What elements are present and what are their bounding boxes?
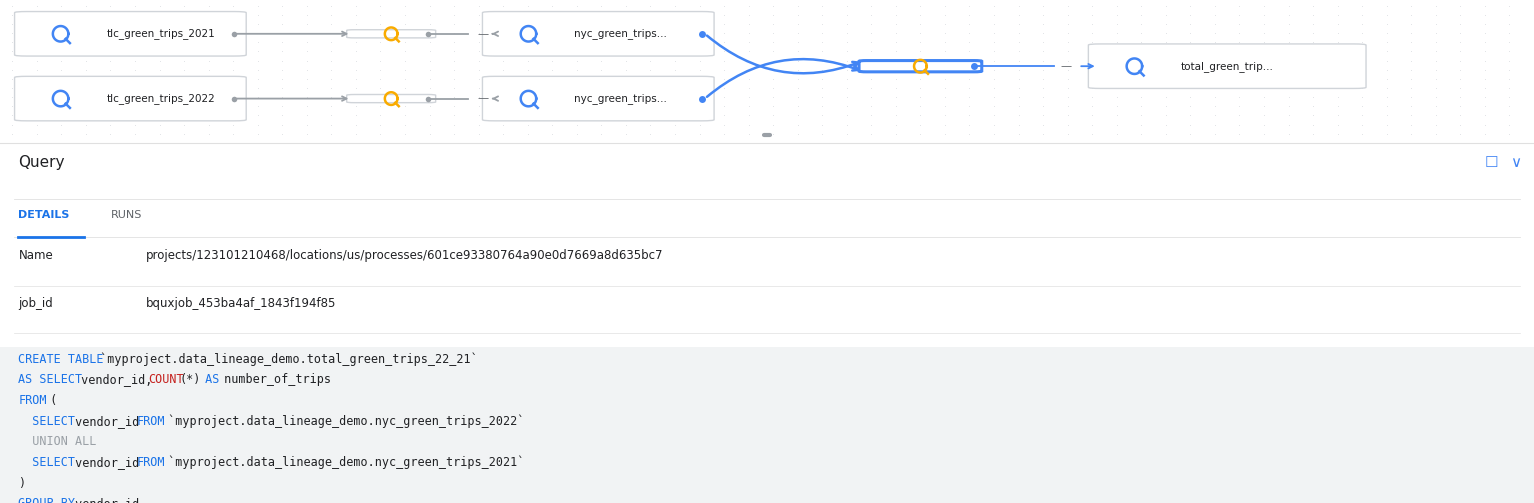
Text: tlc_green_trips_2022: tlc_green_trips_2022 [107, 93, 215, 104]
Text: FROM: FROM [137, 414, 164, 428]
Text: vendor_id,: vendor_id, [74, 373, 160, 386]
Text: (*): (*) [179, 373, 201, 386]
Text: SELECT: SELECT [18, 414, 75, 428]
Text: CREATE TABLE: CREATE TABLE [18, 353, 104, 366]
Text: projects/123101210468/locations/us/processes/601ce93380764a90e0d7669a8d635bc7: projects/123101210468/locations/us/proce… [146, 249, 663, 263]
Text: vendor_id: vendor_id [67, 497, 140, 503]
Text: AS: AS [198, 373, 219, 386]
Text: job_id: job_id [18, 297, 54, 309]
Text: `myproject.data_lineage_demo.nyc_green_trips_2021`: `myproject.data_lineage_demo.nyc_green_t… [161, 456, 525, 469]
FancyBboxPatch shape [482, 12, 713, 56]
Text: nyc_green_trips...: nyc_green_trips... [575, 28, 667, 39]
Text: number_of_trips: number_of_trips [216, 373, 331, 386]
Text: SELECT: SELECT [18, 456, 75, 469]
Text: FROM: FROM [137, 456, 164, 469]
Text: —: — [477, 94, 489, 104]
FancyBboxPatch shape [0, 347, 1534, 503]
Text: ☐: ☐ [1485, 155, 1497, 171]
Text: DETAILS: DETAILS [18, 210, 69, 220]
Text: Name: Name [18, 249, 54, 263]
Text: COUNT: COUNT [149, 373, 184, 386]
FancyBboxPatch shape [15, 12, 247, 56]
Text: —: — [1060, 61, 1072, 71]
Text: tlc_green_trips_2021: tlc_green_trips_2021 [107, 28, 215, 39]
Text: (: ( [43, 394, 57, 407]
FancyBboxPatch shape [1089, 44, 1365, 89]
Text: GROUP BY: GROUP BY [18, 497, 75, 503]
Text: nyc_green_trips...: nyc_green_trips... [575, 93, 667, 104]
Text: bquxjob_453ba4af_1843f194f85: bquxjob_453ba4af_1843f194f85 [146, 297, 336, 309]
Text: FROM: FROM [18, 394, 48, 407]
Text: AS SELECT: AS SELECT [18, 373, 83, 386]
Text: —: — [477, 29, 489, 39]
Text: vendor_id: vendor_id [67, 456, 146, 469]
Text: total_green_trip...: total_green_trip... [1181, 61, 1273, 71]
Text: Query: Query [18, 155, 64, 171]
Text: `myproject.data_lineage_demo.nyc_green_trips_2022`: `myproject.data_lineage_demo.nyc_green_t… [161, 414, 525, 428]
Text: RUNS: RUNS [110, 210, 141, 220]
Text: ∨: ∨ [1509, 155, 1522, 171]
FancyBboxPatch shape [15, 76, 247, 121]
FancyBboxPatch shape [859, 60, 982, 72]
Text: UNION ALL: UNION ALL [18, 435, 97, 448]
Text: vendor_id: vendor_id [67, 414, 146, 428]
FancyBboxPatch shape [347, 30, 436, 38]
FancyBboxPatch shape [347, 95, 436, 103]
Text: ): ) [18, 476, 26, 489]
Text: `myproject.data_lineage_demo.total_green_trips_22_21`: `myproject.data_lineage_demo.total_green… [94, 353, 477, 366]
FancyBboxPatch shape [482, 76, 713, 121]
